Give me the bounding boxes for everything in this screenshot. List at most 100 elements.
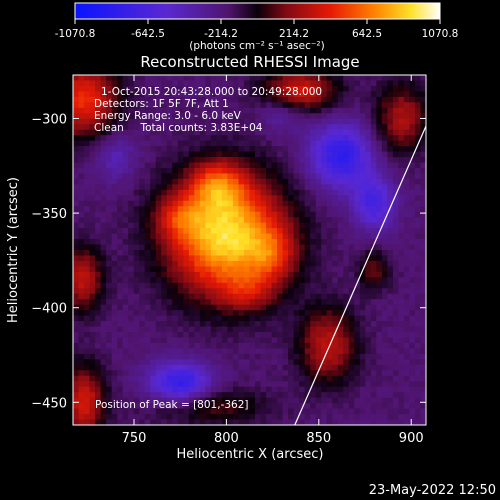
heatmap-cell	[194, 381, 201, 388]
heatmap-cell	[238, 310, 245, 317]
heatmap-cell	[199, 370, 206, 377]
heatmap-cell	[111, 162, 118, 169]
heatmap-cell	[332, 282, 339, 289]
heatmap-cell	[89, 195, 96, 202]
heatmap-cell	[376, 195, 383, 202]
heatmap-cell	[144, 293, 151, 300]
heatmap-cell	[205, 408, 212, 415]
heatmap-cell	[150, 315, 157, 322]
heatmap-cell	[271, 217, 278, 224]
heatmap-cell	[354, 206, 361, 213]
heatmap-cell	[210, 288, 217, 295]
heatmap-cell	[172, 96, 179, 103]
heatmap-cell	[381, 315, 388, 322]
heatmap-cell	[381, 146, 388, 152]
heatmap-cell	[227, 260, 234, 267]
heatmap-cell	[100, 359, 107, 366]
heatmap-cell	[321, 184, 328, 191]
heatmap-cell	[205, 359, 212, 366]
heatmap-cell	[315, 326, 322, 333]
heatmap-cell	[332, 167, 339, 174]
heatmap-cell	[370, 348, 377, 355]
heatmap-cell	[293, 310, 300, 317]
heatmap-cell	[84, 228, 90, 234]
heatmap-cell	[359, 195, 366, 202]
heatmap-cell	[122, 337, 129, 344]
heatmap-cell	[227, 408, 234, 415]
heatmap-cell	[271, 326, 278, 333]
heatmap-cell	[354, 348, 361, 355]
heatmap-cell	[221, 107, 228, 114]
heatmap-cell	[326, 321, 333, 327]
heatmap-cell	[177, 118, 184, 125]
heatmap-cell	[150, 178, 157, 185]
heatmap-cell	[260, 233, 267, 240]
heatmap-cell	[255, 255, 261, 262]
heatmap-cell	[315, 310, 322, 317]
heatmap-cell	[409, 184, 416, 191]
heatmap-cell	[166, 381, 173, 388]
heatmap-cell	[139, 397, 146, 404]
heatmap-cell	[332, 146, 339, 152]
heatmap-cell	[414, 277, 421, 284]
heatmap-cell	[299, 173, 306, 180]
heatmap-cell	[232, 91, 239, 98]
heatmap-cell	[326, 75, 333, 81]
heatmap-cell	[304, 310, 311, 317]
heatmap-cell	[381, 140, 388, 147]
heatmap-cell	[73, 129, 79, 136]
heatmap-cell	[271, 228, 278, 234]
heatmap-cell	[337, 266, 344, 273]
heatmap-cell	[255, 222, 261, 229]
heatmap-cell	[100, 337, 107, 344]
heatmap-cell	[84, 381, 90, 388]
heatmap-cell	[387, 102, 394, 109]
heatmap-cell	[304, 304, 311, 311]
heatmap-cell	[111, 348, 118, 355]
heatmap-cell	[249, 375, 256, 382]
heatmap-cell	[89, 206, 96, 213]
heatmap-cell	[260, 321, 267, 327]
heatmap-cell	[188, 332, 195, 338]
heatmap-cell	[188, 244, 195, 251]
heatmap-cell	[177, 228, 184, 234]
heatmap-cell	[221, 288, 228, 295]
heatmap-cell	[139, 326, 146, 333]
heatmap-cell	[238, 157, 245, 163]
heatmap-cell	[111, 178, 118, 185]
heatmap-cell	[376, 321, 383, 327]
heatmap-cell	[194, 211, 201, 218]
heatmap-cell	[106, 200, 113, 207]
heatmap-cell	[221, 146, 228, 152]
heatmap-cell	[354, 266, 361, 273]
heatmap-cell	[326, 299, 333, 306]
heatmap-cell	[177, 239, 184, 245]
heatmap-cell	[288, 118, 295, 125]
heatmap-cell	[304, 260, 311, 267]
heatmap-cell	[177, 288, 184, 295]
heatmap-cell	[420, 178, 427, 185]
heatmap-cell	[100, 408, 107, 415]
heatmap-cell	[78, 288, 85, 295]
heatmap-cell	[326, 140, 333, 147]
heatmap-cell	[133, 337, 140, 344]
heatmap-cell	[376, 107, 383, 114]
heatmap-cell	[376, 85, 383, 92]
heatmap-cell	[205, 239, 212, 245]
heatmap-cell	[128, 386, 135, 393]
heatmap-cell	[271, 162, 278, 169]
heatmap-cell	[238, 239, 245, 245]
heatmap-cell	[133, 288, 140, 295]
heatmap-cell	[304, 239, 311, 245]
heatmap-cell	[144, 266, 151, 273]
heatmap-cell	[315, 102, 322, 109]
heatmap-cell	[343, 228, 350, 234]
heatmap-cell	[111, 414, 118, 420]
heatmap-cell	[348, 151, 355, 158]
heatmap-cell	[293, 140, 300, 147]
heatmap-cell	[409, 375, 416, 382]
heatmap-cell	[117, 222, 124, 229]
heatmap-cell	[194, 184, 201, 191]
heatmap-cell	[238, 96, 245, 103]
